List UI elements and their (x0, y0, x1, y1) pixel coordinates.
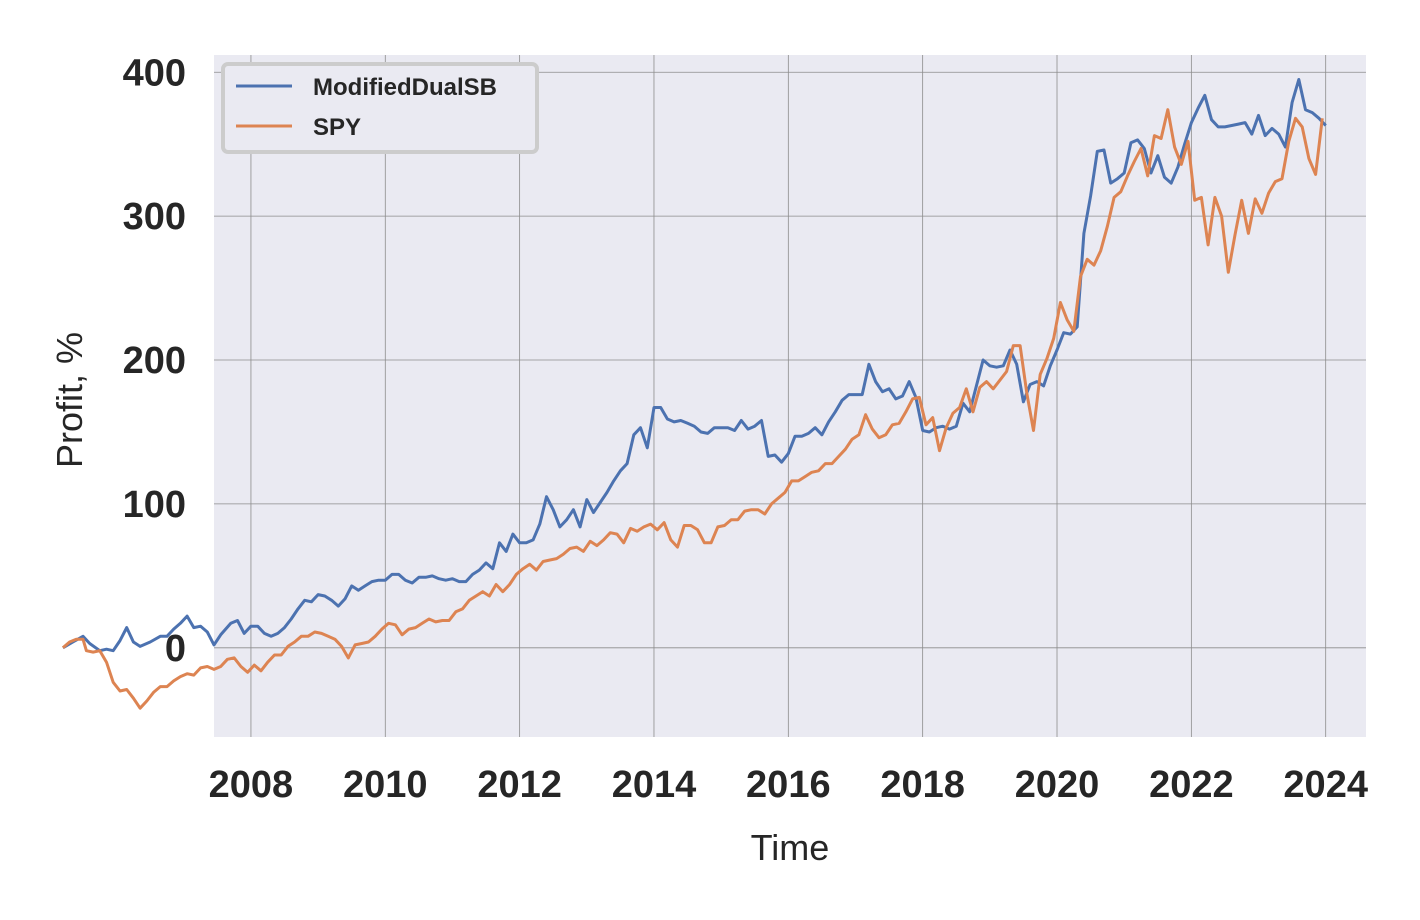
plot-background (214, 55, 1366, 737)
x-tick-label: 2022 (1149, 764, 1234, 806)
x-tick-label: 2008 (209, 764, 294, 806)
x-tick-label: 2016 (746, 764, 831, 806)
x-axis-ticks: 2008 2010 2012 2014 2016 2018 2020 2022 2024 (209, 764, 1368, 806)
y-tick-label: 300 (123, 196, 186, 238)
y-tick-label: 100 (123, 484, 186, 526)
grid-lines (214, 55, 1366, 737)
y-tick-label: 200 (123, 340, 186, 382)
y-axis-label: Profit, % (49, 332, 90, 468)
x-tick-label: 2018 (880, 764, 965, 806)
legend: ModifiedDualSB SPY (221, 62, 539, 154)
x-tick-label: 2020 (1015, 764, 1100, 806)
series-line-spy (61, 108, 1324, 710)
legend-label-modifieddualsb: ModifiedDualSB (313, 74, 497, 101)
legend-label-spy: SPY (313, 114, 361, 141)
legend-box (221, 62, 539, 154)
y-axis-ticks: 0 100 200 300 400 (123, 52, 186, 670)
x-axis-label: Time (751, 827, 830, 868)
y-tick-label: 0 (165, 628, 186, 670)
x-tick-label: 2010 (343, 764, 428, 806)
x-tick-label: 2024 (1283, 764, 1368, 806)
x-tick-label: 2014 (612, 764, 697, 806)
y-tick-label: 400 (123, 52, 186, 94)
series-lines (61, 78, 1327, 710)
series-line-modifieddualsb (62, 78, 1327, 653)
x-tick-label: 2012 (477, 764, 562, 806)
